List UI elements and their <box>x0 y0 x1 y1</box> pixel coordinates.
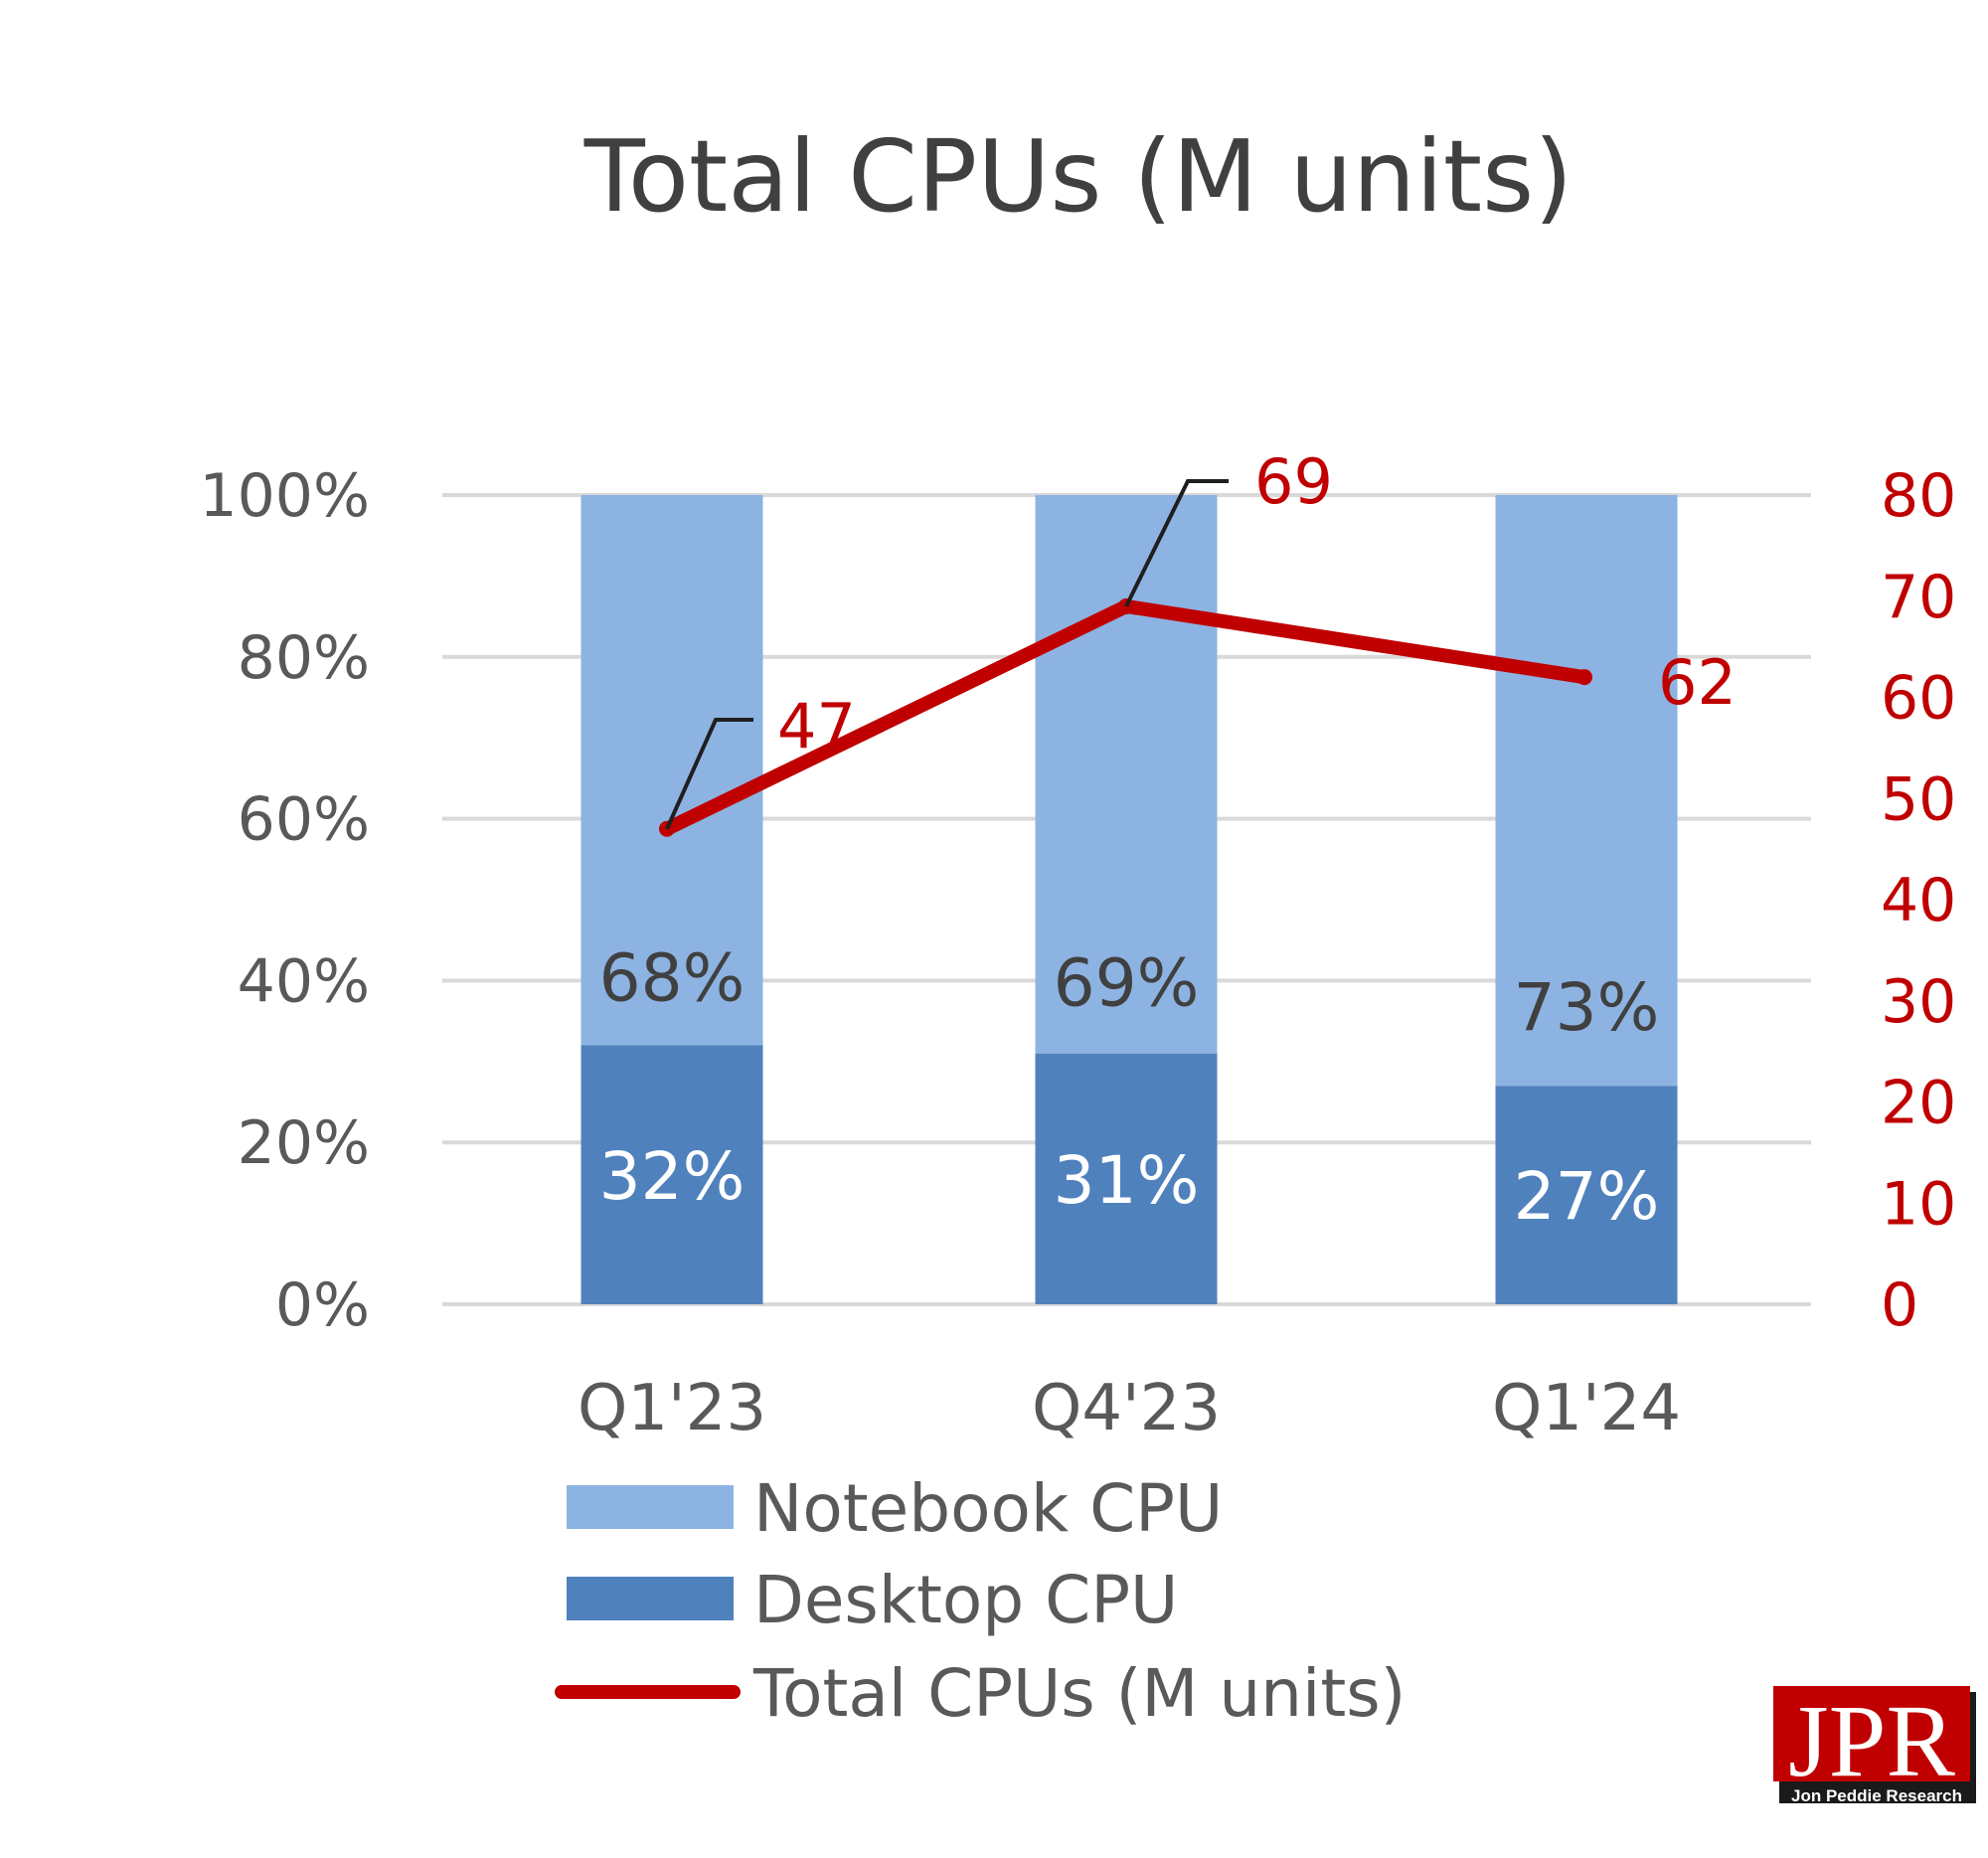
right-tick-label: 20 <box>1881 1069 1956 1138</box>
notebook-data-label: 68% <box>599 940 746 1017</box>
logo-text: JPR <box>1788 1684 1955 1798</box>
logo-subtext: Jon Peddie Research <box>1791 1786 1962 1805</box>
total-data-label: 47 <box>777 690 856 762</box>
total-line-point <box>1576 669 1592 686</box>
bar-notebook <box>1035 495 1218 1054</box>
right-tick-label: 70 <box>1881 563 1956 632</box>
chart-title: Total CPUs (M units) <box>583 118 1573 235</box>
category-label: Q1'23 <box>578 1372 766 1445</box>
right-tick-label: 0 <box>1881 1270 1918 1340</box>
notebook-data-label: 73% <box>1514 969 1660 1046</box>
category-label: Q4'23 <box>1032 1372 1221 1445</box>
legend-swatch <box>567 1577 734 1620</box>
legend-label: Desktop CPU <box>753 1562 1178 1638</box>
left-tick-label: 40% <box>238 946 370 1016</box>
right-tick-label: 50 <box>1881 764 1956 834</box>
desktop-data-label: 32% <box>599 1138 746 1215</box>
desktop-data-label: 31% <box>1054 1142 1200 1219</box>
left-tick-label: 20% <box>238 1108 370 1178</box>
right-tick-label: 10 <box>1881 1169 1956 1239</box>
bar-desktop <box>580 1045 763 1304</box>
left-tick-label: 80% <box>238 623 370 693</box>
category-labels: Q1'23 Q4'23 Q1'24 <box>578 1372 1681 1445</box>
left-tick-label: 60% <box>238 785 370 855</box>
right-tick-label: 30 <box>1881 967 1956 1037</box>
bars: 32% 68% 31% 69% 27% 73% <box>580 495 1678 1304</box>
bar-notebook <box>1495 495 1678 1087</box>
leader-line <box>1124 479 1229 607</box>
legend-label: Notebook CPU <box>753 1470 1223 1547</box>
bar-notebook <box>580 495 763 1046</box>
total-line: 47 69 62 <box>659 445 1737 837</box>
bar-desktop <box>1495 1086 1678 1304</box>
total-data-label: 69 <box>1254 445 1333 518</box>
legend: Notebook CPU Desktop CPU Total CPUs (M uni… <box>555 1470 1406 1732</box>
right-tick-label: 60 <box>1881 664 1956 734</box>
total-data-label: 62 <box>1658 646 1737 719</box>
left-tick-label: 100% <box>199 461 370 531</box>
right-axis-ticks: 0 10 20 30 40 50 60 70 80 <box>1881 461 1956 1340</box>
left-tick-label: 0% <box>275 1270 370 1340</box>
right-tick-label: 80 <box>1881 461 1956 531</box>
right-tick-label: 40 <box>1881 866 1956 935</box>
legend-swatch <box>567 1485 734 1529</box>
bar-desktop <box>1035 1053 1218 1304</box>
logo-background <box>1773 1686 1970 1781</box>
desktop-data-label: 27% <box>1514 1158 1660 1235</box>
category-label: Q1'24 <box>1492 1372 1681 1445</box>
left-axis-ticks: 0% 20% 40% 60% 80% 100% <box>199 461 370 1340</box>
notebook-data-label: 69% <box>1054 945 1200 1022</box>
leader-line <box>665 718 753 830</box>
legend-label: Total CPUs (M units) <box>752 1655 1406 1732</box>
